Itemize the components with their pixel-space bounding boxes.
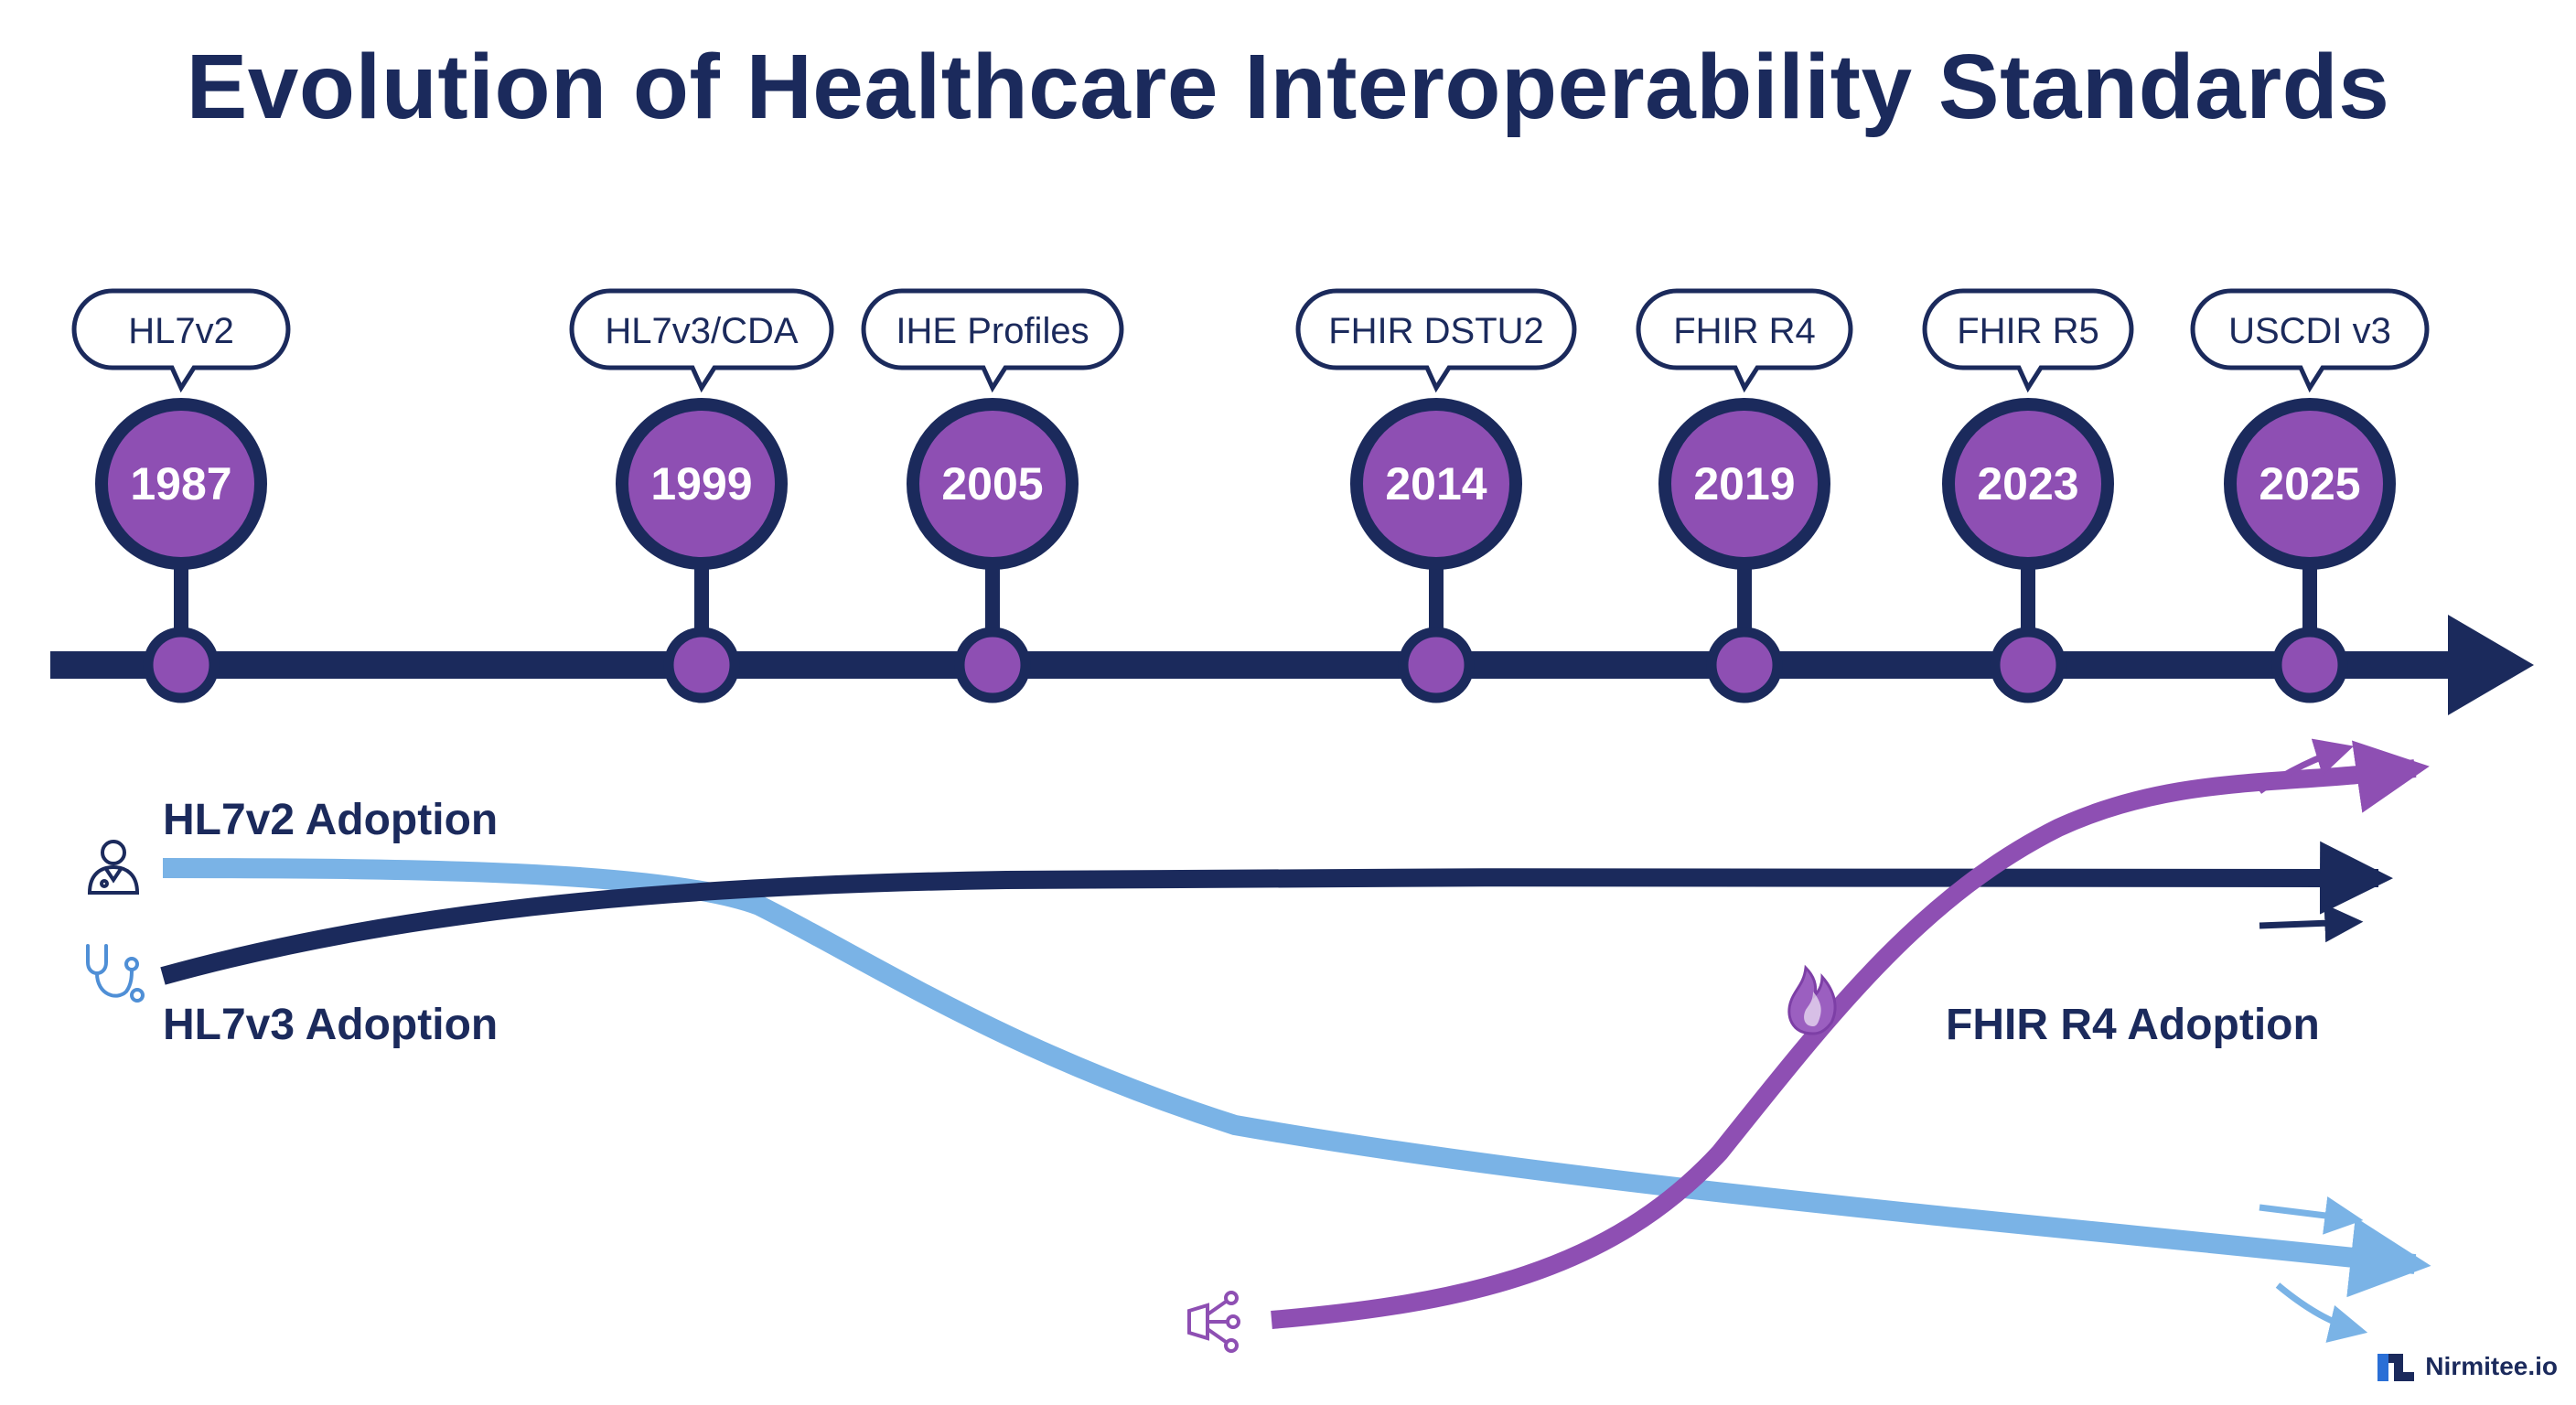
year-circle xyxy=(2224,398,2396,570)
milestone: 2014 FHIR DSTU2 xyxy=(1295,288,1577,703)
hl7v3-minor-arrow xyxy=(2259,904,2364,943)
milestone: 2005 IHE Profiles xyxy=(861,288,1124,703)
hl7v3-adoption-curve xyxy=(160,841,2393,985)
milestone-dot xyxy=(143,627,220,703)
hl7v2-minor-arrow-1 xyxy=(2259,1196,2364,1235)
year-label: 1987 xyxy=(130,458,231,509)
brand-name: Nirmitee.io xyxy=(2425,1352,2558,1380)
year-label: 2014 xyxy=(1385,458,1487,509)
milestone: 2025 USCDI v3 xyxy=(2190,288,2430,703)
label-bubble xyxy=(2190,288,2430,393)
brand: Nirmitee.io xyxy=(2376,1348,2558,1385)
year-circle xyxy=(907,398,1079,570)
standard-label: IHE Profiles xyxy=(896,311,1089,351)
nirmitee-logo-icon xyxy=(2377,1354,2415,1381)
adoption-curves xyxy=(160,738,2431,1343)
milestone-dot xyxy=(1398,627,1475,703)
fhir-adoption-label: FHIR R4 Adoption xyxy=(1946,1001,2320,1049)
year-label: 2023 xyxy=(1977,458,2078,509)
year-label: 1999 xyxy=(650,458,752,509)
standard-label: FHIR R4 xyxy=(1673,311,1816,351)
year-circle xyxy=(1658,398,1830,570)
hl7v2-adoption-label: HL7v2 Adoption xyxy=(163,796,498,844)
label-bubble xyxy=(569,288,834,393)
standard-label: HL7v2 xyxy=(128,311,234,351)
standard-label: USCDI v3 xyxy=(2228,311,2391,351)
label-bubble xyxy=(1636,288,1853,393)
milestone: 2019 FHIR R4 xyxy=(1636,288,1853,703)
milestone-dot xyxy=(663,627,740,703)
hl7v2-adoption-curve xyxy=(162,858,2431,1298)
hl7v2-minor-arrow-2 xyxy=(2275,1282,2368,1343)
standard-label: HL7v3/CDA xyxy=(605,311,799,351)
milestone-dot xyxy=(2271,627,2348,703)
network-hub-icon xyxy=(1187,1291,1240,1353)
year-label: 2005 xyxy=(941,458,1043,509)
hl7v3-adoption-label: HL7v3 Adoption xyxy=(163,1001,498,1049)
year-label: 2025 xyxy=(2259,458,2360,509)
stethoscope-icon xyxy=(86,944,145,1003)
year-circle xyxy=(1350,398,1522,570)
timeline-axis xyxy=(50,615,2534,715)
year-label: 2019 xyxy=(1693,458,1795,509)
milestone-dot xyxy=(1706,627,1783,703)
standard-label: FHIR DSTU2 xyxy=(1328,311,1544,351)
milestone-dot xyxy=(954,627,1031,703)
milestone: 1999 HL7v3/CDA xyxy=(569,288,834,703)
year-circle xyxy=(616,398,788,570)
milestone: 2023 FHIR R5 xyxy=(1922,288,2134,703)
page-title: Evolution of Healthcare Interoperability… xyxy=(186,36,2390,138)
fhir-minor-arrow xyxy=(2257,738,2355,794)
label-bubble xyxy=(1295,288,1577,393)
standard-label: FHIR R5 xyxy=(1957,311,2099,351)
label-bubble xyxy=(71,288,291,393)
year-circle xyxy=(1942,398,2114,570)
milestone: 1987 HL7v2 xyxy=(71,288,291,703)
fhir-adoption-curve xyxy=(1271,740,2430,1329)
label-bubble xyxy=(861,288,1124,393)
milestone-dot xyxy=(1990,627,2066,703)
year-circle xyxy=(95,398,267,570)
flame-icon xyxy=(1787,964,1837,1035)
label-bubble xyxy=(1922,288,2134,393)
timeline-arrowhead xyxy=(2448,615,2534,715)
doctor-icon xyxy=(87,840,140,895)
